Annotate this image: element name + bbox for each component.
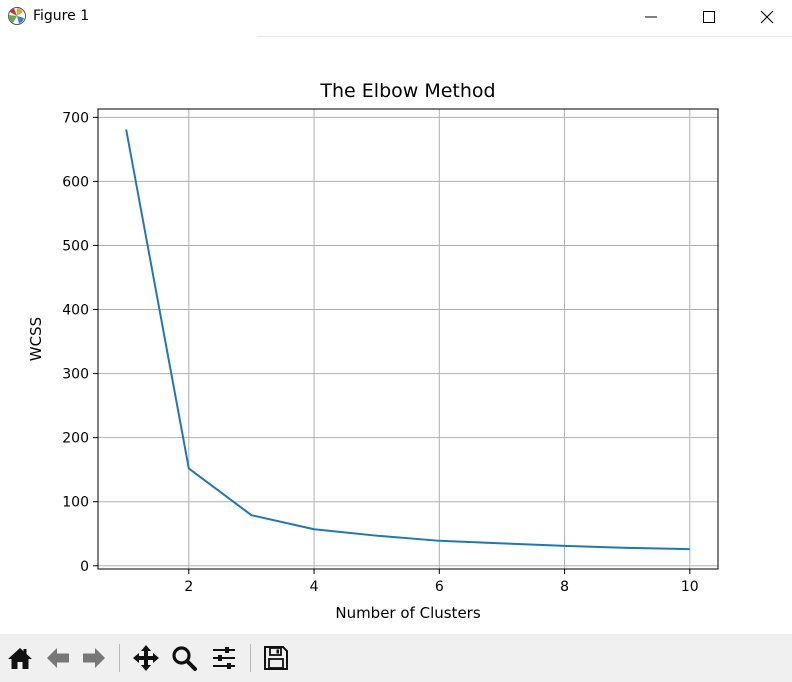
back-icon [47, 648, 69, 668]
y-tick-label: 0 [80, 559, 89, 575]
y-tick-label: 700 [62, 110, 89, 126]
pan-icon [133, 645, 159, 671]
x-axis-label: Number of Clusters [335, 604, 480, 622]
minimize-icon [645, 16, 657, 18]
y-axis-label: WCSS [27, 317, 45, 361]
forward-button[interactable] [78, 642, 110, 674]
x-tick-label: 6 [435, 579, 444, 595]
forward-icon [83, 648, 105, 668]
configure-subplots-icon [213, 647, 235, 669]
x-tick-label: 4 [310, 579, 319, 595]
close-icon [760, 10, 774, 24]
y-tick-label: 400 [62, 303, 89, 319]
back-button[interactable] [42, 642, 74, 674]
x-tick-label: 2 [184, 579, 193, 595]
y-tick-label: 600 [62, 174, 89, 190]
save-button[interactable] [260, 642, 292, 674]
maximize-icon [703, 11, 715, 23]
minimize-button[interactable] [622, 0, 680, 34]
title-separator [257, 36, 792, 37]
zoom-button[interactable] [168, 642, 200, 674]
pan-button[interactable] [130, 642, 162, 674]
chart-title: The Elbow Method [319, 80, 495, 102]
zoom-icon [172, 646, 197, 671]
navigation-toolbar [0, 634, 792, 682]
close-button[interactable] [738, 0, 792, 34]
x-tick-label: 8 [560, 579, 569, 595]
figure-canvas[interactable]: 2 4 6 8 10 0 100 200 300 400 500 600 700 The Elbow Me… [0, 37, 792, 634]
toolbar-separator [119, 644, 120, 672]
save-icon [264, 646, 288, 670]
maximize-button[interactable] [680, 0, 738, 34]
series-line [125, 129, 690, 551]
title-bar: Figure 1 [0, 0, 792, 36]
home-button[interactable] [4, 642, 36, 674]
y-tick-label: 300 [62, 367, 89, 383]
configure-subplots-button[interactable] [208, 642, 240, 674]
matplotlib-logo-icon [8, 7, 26, 25]
axes-frame [97, 108, 719, 570]
y-tick-label: 100 [62, 495, 89, 511]
window-title: Figure 1 [33, 8, 90, 24]
y-tick-label: 500 [62, 238, 89, 254]
x-tick-label: 10 [681, 579, 699, 595]
home-icon [8, 648, 32, 669]
y-tick-label: 200 [62, 431, 89, 447]
toolbar-separator [250, 644, 251, 672]
